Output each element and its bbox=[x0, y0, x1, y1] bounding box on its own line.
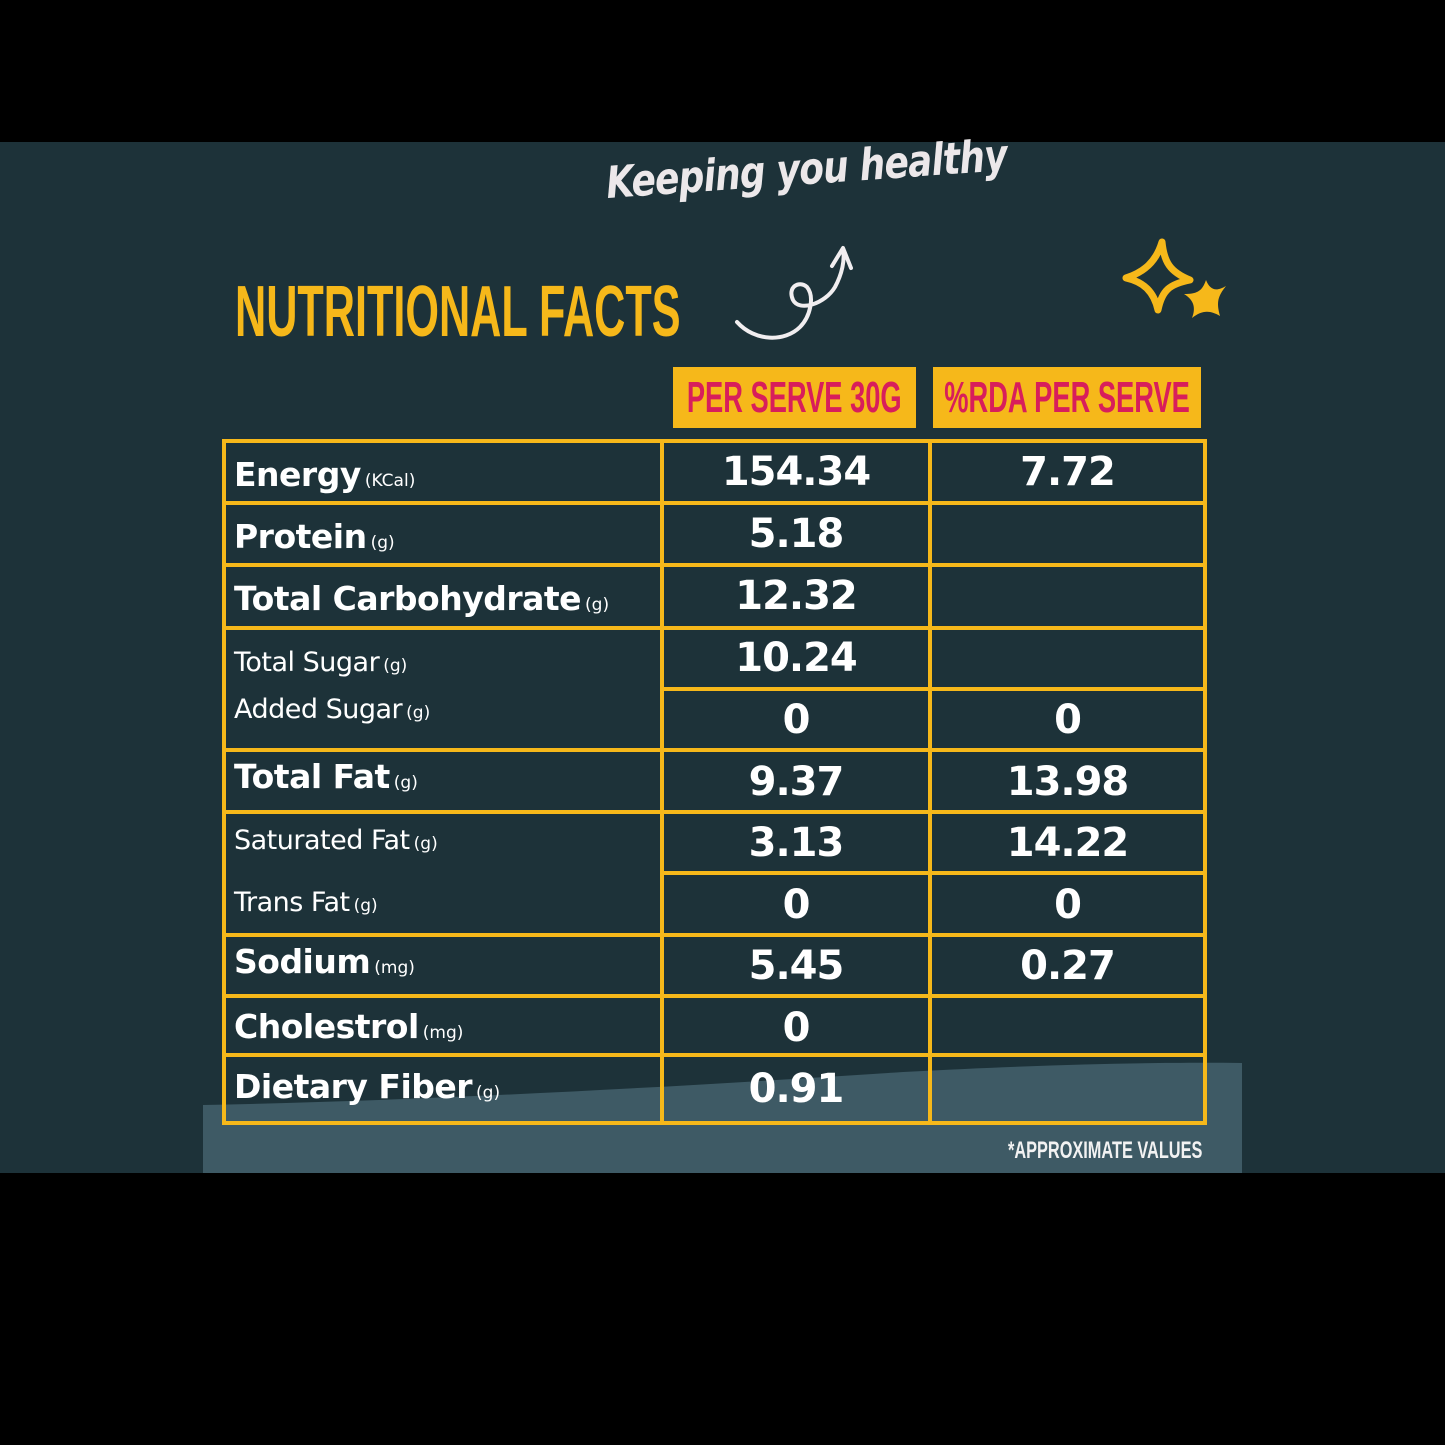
per-serve-value: 154.34 bbox=[721, 449, 871, 495]
row-label-cholestrol: Cholestrol (mg) bbox=[234, 1007, 463, 1046]
nutrient-name: Saturated Fat bbox=[234, 825, 410, 856]
table-border-bottom bbox=[222, 1121, 1207, 1125]
row-label-trans-fat: Trans Fat (g) bbox=[234, 887, 378, 918]
nutrient-name: Total Carbohydrate bbox=[234, 579, 582, 618]
nutrition-table: Energy (KCal) Protein (g) Total Carbohydra… bbox=[222, 439, 1207, 1125]
rda-value: 0.27 bbox=[1020, 943, 1116, 989]
row-label-energy: Energy (KCal) bbox=[234, 455, 415, 494]
row-label-saturated-fat: Saturated Fat (g) bbox=[234, 825, 438, 856]
row-label-sodium: Sodium (mg) bbox=[234, 942, 415, 981]
footnote: *APPROXIMATE VALUES bbox=[1008, 1137, 1203, 1164]
nutrient-name: Protein bbox=[234, 517, 367, 556]
page-title: NUTRITIONAL FACTS bbox=[235, 272, 681, 352]
nutrient-name: Sodium bbox=[234, 942, 371, 981]
per-serve-value: 0.91 bbox=[748, 1066, 845, 1112]
nutrient-name: Trans Fat bbox=[234, 887, 350, 918]
nutrient-unit: (g) bbox=[393, 773, 418, 793]
nutrient-name: Energy bbox=[234, 455, 361, 494]
nutrient-unit: (mg) bbox=[422, 1023, 464, 1043]
row-divider bbox=[222, 1053, 1207, 1057]
nutrient-unit: (g) bbox=[406, 703, 431, 723]
nutrient-name: Dietary Fiber bbox=[234, 1067, 473, 1106]
per-serve-header-label: PER SERVE 30G bbox=[687, 372, 902, 422]
swirl-arrow-icon bbox=[735, 246, 853, 340]
nutrient-name: Total Fat bbox=[234, 757, 390, 796]
rda-value: 13.98 bbox=[1006, 759, 1130, 805]
nutrient-name: Total Sugar bbox=[234, 647, 380, 678]
per-serve-value: 0 bbox=[782, 1005, 811, 1051]
row-label-added-sugar: Added Sugar (g) bbox=[234, 694, 430, 725]
row-divider bbox=[222, 501, 1207, 505]
nutrient-unit: (mg) bbox=[374, 958, 415, 978]
row-divider bbox=[222, 933, 1207, 937]
sparkle-stars-icon bbox=[1122, 238, 1226, 318]
row-divider-partial bbox=[660, 687, 1207, 691]
rda-header-label: %RDA PER SERVE bbox=[944, 372, 1190, 422]
row-label-protein: Protein (g) bbox=[234, 517, 395, 556]
rda-value: 0 bbox=[1054, 882, 1082, 928]
per-serve-value: 5.18 bbox=[748, 511, 845, 557]
row-divider bbox=[222, 563, 1207, 567]
rda-value: 0 bbox=[1054, 697, 1082, 743]
per-serve-value: 0 bbox=[782, 697, 811, 743]
nutrient-unit: (g) bbox=[476, 1083, 501, 1103]
per-serve-header: PER SERVE 30G bbox=[673, 367, 916, 428]
row-divider-partial bbox=[660, 871, 1207, 875]
row-label-total-fat: Total Fat (g) bbox=[234, 757, 418, 796]
nutrient-unit: (g) bbox=[585, 595, 610, 615]
per-serve-value: 5.45 bbox=[748, 943, 845, 989]
nutrient-name: Added Sugar bbox=[234, 694, 403, 725]
row-label-dietary-fiber: Dietary Fiber (g) bbox=[234, 1067, 500, 1106]
table-border-left bbox=[222, 439, 226, 1125]
row-divider bbox=[222, 994, 1207, 998]
table-border-top bbox=[222, 439, 1207, 443]
row-divider bbox=[222, 626, 1207, 630]
rda-value: 14.22 bbox=[1006, 820, 1130, 866]
rda-header: %RDA PER SERVE bbox=[933, 367, 1201, 428]
nutrient-unit: (KCal) bbox=[364, 471, 416, 491]
table-border-right bbox=[1203, 439, 1207, 1125]
column-divider-1 bbox=[660, 439, 664, 1125]
row-label-total-carbohydrate: Total Carbohydrate (g) bbox=[234, 579, 609, 618]
row-divider bbox=[222, 810, 1207, 814]
per-serve-value: 10.24 bbox=[735, 635, 858, 681]
per-serve-value: 12.32 bbox=[735, 573, 858, 619]
per-serve-value: 9.37 bbox=[748, 759, 845, 805]
wave-background bbox=[203, 1062, 1242, 1173]
nutrient-unit: (g) bbox=[370, 533, 395, 553]
rda-value: 7.72 bbox=[1020, 449, 1116, 495]
column-divider-2 bbox=[928, 439, 932, 1125]
nutrient-unit: (g) bbox=[353, 896, 378, 916]
per-serve-value: 3.13 bbox=[748, 820, 845, 866]
row-divider bbox=[222, 748, 1207, 752]
nutrient-unit: (g) bbox=[383, 656, 408, 676]
nutrient-name: Cholestrol bbox=[234, 1007, 419, 1046]
row-label-total-sugar: Total Sugar (g) bbox=[234, 647, 407, 678]
nutrient-unit: (g) bbox=[413, 834, 438, 854]
per-serve-value: 0 bbox=[782, 882, 811, 928]
